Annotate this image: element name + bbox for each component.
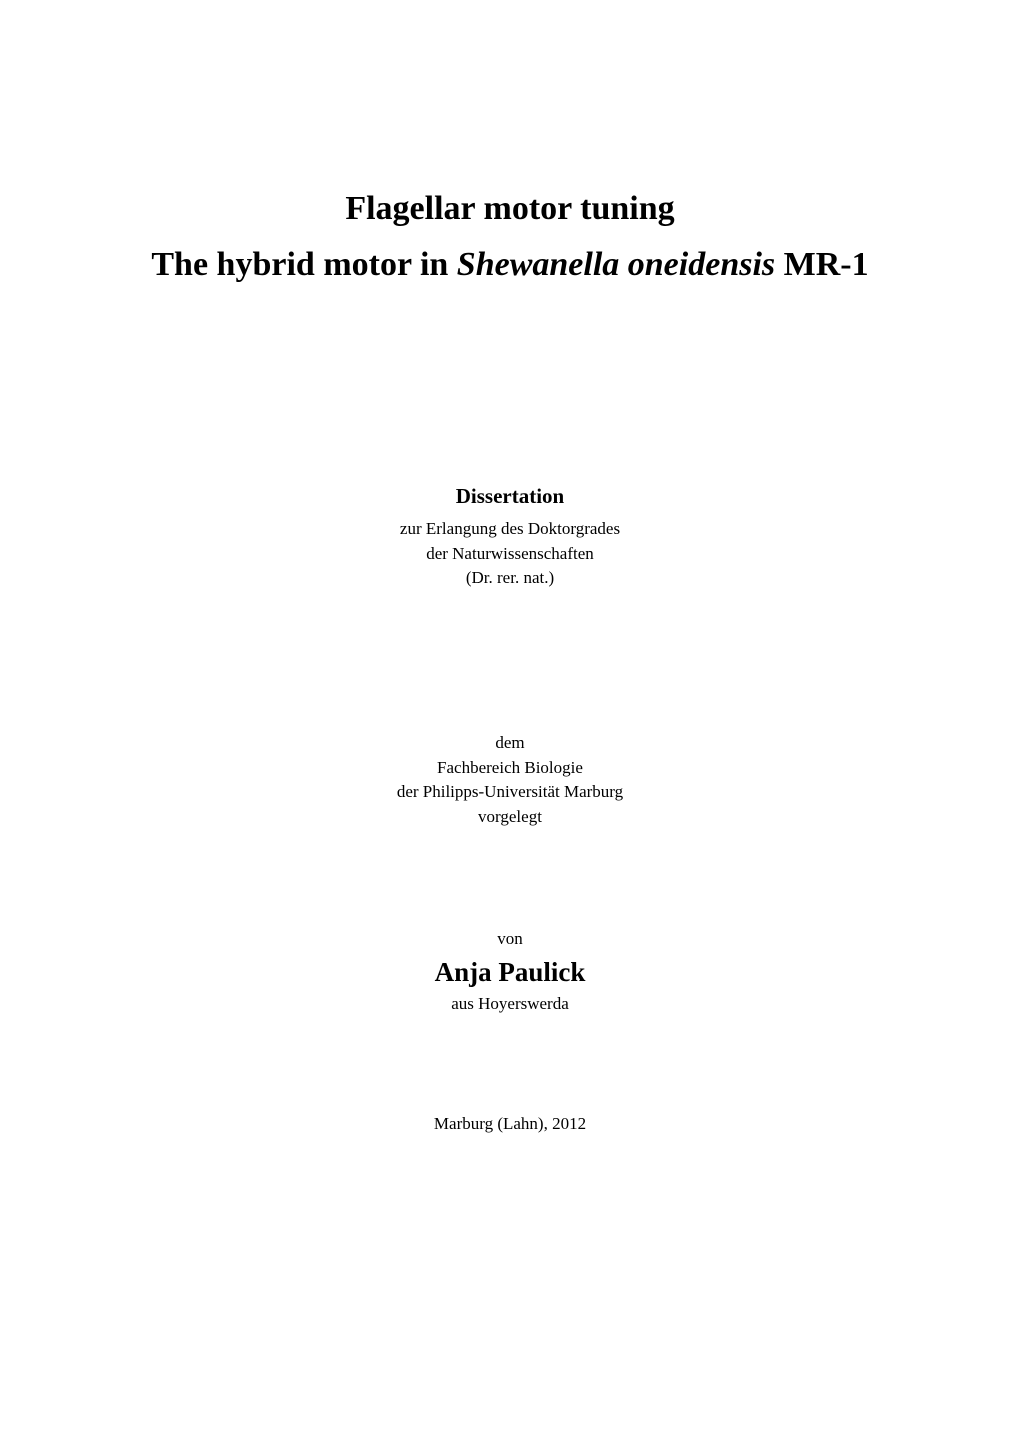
title-line-2-suffix: MR-1: [775, 246, 868, 283]
title-block: Flagellar motor tuning The hybrid motor …: [151, 190, 868, 284]
author-block: von Anja Paulick aus Hoyerswerda: [435, 929, 586, 1014]
title-line-2-prefix: The hybrid motor in: [151, 246, 456, 283]
faculty-line-3: der Philipps-Universität Marburg: [397, 780, 623, 805]
dissertation-heading: Dissertation: [400, 484, 620, 509]
author-name: Anja Paulick: [435, 957, 586, 988]
footer-block: Marburg (Lahn), 2012: [434, 1114, 586, 1134]
dissertation-block: Dissertation zur Erlangung des Doktorgra…: [400, 484, 620, 591]
author-origin: aus Hoyerswerda: [435, 994, 586, 1014]
title-page: Flagellar motor tuning The hybrid motor …: [0, 0, 1020, 1442]
faculty-line-2: Fachbereich Biologie: [397, 756, 623, 781]
title-line-1: Flagellar motor tuning: [151, 190, 868, 228]
title-line-2-italic: Shewanella oneidensis: [457, 246, 775, 283]
faculty-line-4: vorgelegt: [397, 805, 623, 830]
dissertation-line-3: (Dr. rer. nat.): [400, 566, 620, 591]
faculty-block: dem Fachbereich Biologie der Philipps-Un…: [397, 731, 623, 830]
dissertation-line-1: zur Erlangung des Doktorgrades: [400, 517, 620, 542]
author-von: von: [435, 929, 586, 949]
faculty-line-1: dem: [397, 731, 623, 756]
place-year: Marburg (Lahn), 2012: [434, 1114, 586, 1134]
title-line-2: The hybrid motor in Shewanella oneidensi…: [151, 246, 868, 284]
dissertation-line-2: der Naturwissenschaften: [400, 542, 620, 567]
